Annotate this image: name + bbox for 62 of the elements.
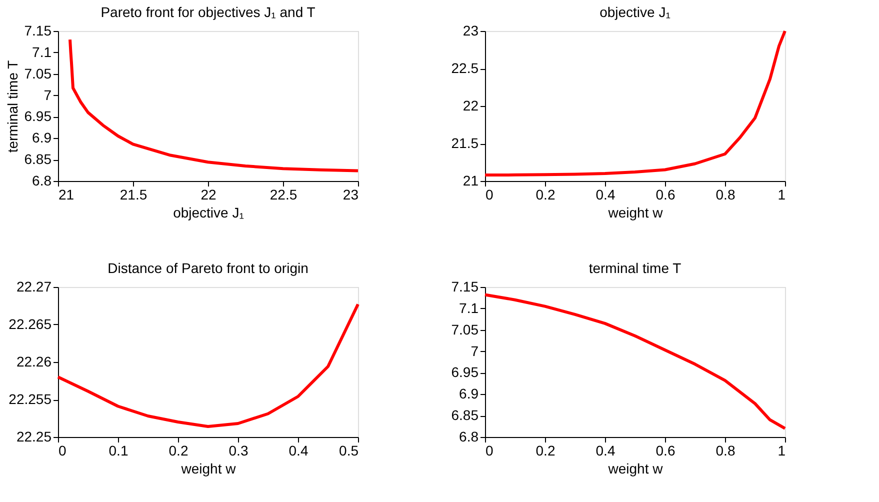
x-tick-label: 0.6 [656,186,676,202]
y-tick-label: 7 [470,342,479,359]
chart-title: objective J₁ [600,4,671,20]
y-tick-label: 7.1 [459,300,479,316]
y-tick-label: 22 [462,98,479,114]
x-tick-label: 21 [58,186,74,202]
x-tick-label: 1 [778,442,786,458]
y-tick-label: 22.5 [451,60,479,76]
line-series [484,30,786,176]
x-tick-label: 0.2 [536,442,556,458]
x-axis-title: weight w [180,460,237,476]
x-tick-label: 0.3 [228,442,248,458]
y-tick-label: 22.27 [16,278,52,294]
chart-title: terminal time T [588,260,682,276]
line-series [56,302,360,428]
x-tick-label: 0.1 [108,442,128,458]
y-tick-label: 6.9 [32,130,52,146]
y-tick-label: 21.5 [451,135,479,151]
x-tick-label: 0.8 [716,442,736,458]
y-tick-label: 22.25 [16,428,52,444]
x-tick-label: 0.2 [536,186,556,202]
x-tick-label: 0.4 [288,442,308,458]
chart-title: Pareto front for objectives J₁ and T [100,4,316,20]
y-tick-label: 23 [462,22,479,38]
x-tick-label: 0.4 [596,442,616,458]
line-series [68,38,360,172]
chart-title: Distance of Pareto front to origin [108,260,308,276]
y-tick-label: 6.95 [451,364,479,380]
y-tick-label: 6.85 [451,407,479,424]
line-series [484,293,786,430]
y-tick-label: 7.15 [24,22,52,38]
x-tick-label: 0.4 [596,186,616,202]
x-tick-label: 0 [486,186,494,202]
y-tick-label: 7.1 [32,44,52,60]
y-tick-label: 22.265 [8,316,52,332]
x-tick-label: 21.5 [120,186,148,202]
y-tick-label: 6.95 [24,108,52,124]
x-axis-title: objective J₁ [173,204,244,220]
y-tick-label: 6.8 [32,172,52,188]
y-tick-label: 7.05 [451,321,479,338]
x-tick-label: 0.6 [656,442,676,458]
y-tick-label: 7.05 [24,65,52,82]
x-axis-title: weight w [607,460,664,476]
y-tick-label: 6.85 [24,151,52,168]
x-tick-label: 0.5 [339,442,359,458]
y-tick-label: 7.15 [451,278,479,294]
y-tick-label: 22.255 [8,391,52,407]
x-axis-title: weight w [607,204,664,220]
y-tick-label: 6.8 [459,428,479,444]
y-tick-label: 6.9 [459,386,479,402]
x-tick-label: 22 [200,186,216,202]
x-tick-label: 23 [342,186,359,202]
x-tick-label: 0.8 [716,186,736,202]
y-tick-label: 21 [462,172,479,188]
x-tick-label: 1 [778,186,786,202]
x-tick-label: 0.2 [168,442,188,458]
x-tick-label: 0 [486,442,494,458]
x-tick-label: 22.5 [270,186,298,202]
x-tick-label: 0 [58,442,66,458]
y-axis-title: terminal time T [4,60,20,153]
y-tick-label: 22.26 [16,354,52,370]
y-tick-label: 7 [44,86,52,103]
